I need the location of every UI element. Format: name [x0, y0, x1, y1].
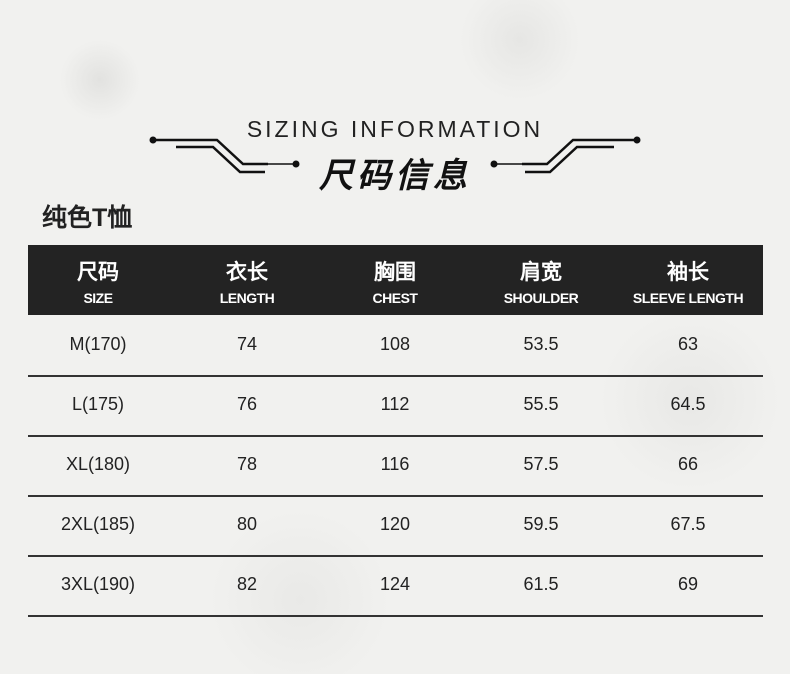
dot-icon: [490, 160, 498, 168]
column-header-sleeve-length: 袖长 SLEEVE LENGTH: [632, 261, 744, 306]
dot-icon: [149, 136, 157, 144]
column-header-chest: 胸围 CHEST: [372, 261, 418, 306]
dot-icon: [292, 160, 300, 168]
right-line-upper: [522, 138, 637, 166]
column-header-length: 衣长 LENGTH: [219, 261, 275, 306]
left-line-upper: [153, 138, 268, 166]
dot-icon: [633, 136, 641, 144]
left-line-lower: [176, 145, 265, 174]
cell-chest: 112: [380, 394, 410, 414]
cell-sleeve-length: 66: [677, 454, 699, 474]
right-line-lower: [525, 145, 614, 174]
cell-sleeve-length: 64.5: [670, 394, 706, 414]
product-name: 纯色T恤: [42, 204, 133, 232]
table-header: 尺码 SIZE 衣长 LENGTH 胸围 CHEST 肩宽 SHOULDER 袖长 SLE…: [28, 245, 763, 315]
cell-size: 2XL(185): [60, 514, 136, 534]
cell-length: 78: [236, 454, 258, 474]
column-header-size: 尺码 SIZE: [77, 261, 119, 306]
cell-shoulder: 55.5: [523, 394, 559, 414]
cell-sleeve-length: 69: [677, 574, 699, 594]
cell-chest: 116: [380, 454, 410, 474]
table-row: 3XL(190) 82 124 61.5 69: [28, 555, 763, 617]
cell-sleeve-length: 67.5: [670, 514, 706, 534]
cell-chest: 124: [379, 574, 411, 594]
cell-length: 76: [236, 394, 258, 414]
cell-size: L(175): [71, 394, 125, 414]
cell-length: 82: [236, 574, 258, 594]
cell-size: XL(180): [65, 454, 131, 474]
cell-chest: 108: [379, 334, 411, 354]
cell-size: 3XL(190): [60, 574, 136, 594]
cell-size: M(170): [69, 334, 127, 354]
heading-decoration: [149, 136, 641, 174]
cell-chest: 120: [379, 514, 411, 534]
cell-shoulder: 53.5: [523, 334, 559, 354]
table-row: XL(180) 78 116 57.5 66: [28, 435, 763, 497]
cell-length: 74: [236, 334, 258, 354]
table-row: M(170) 74 108 53.5 63: [28, 315, 763, 377]
cell-shoulder: 57.5: [523, 454, 559, 474]
table-row: 2XL(185) 80 120 59.5 67.5: [28, 495, 763, 557]
cell-shoulder: 61.5: [523, 574, 559, 594]
cell-sleeve-length: 63: [677, 334, 699, 354]
heading-english: SIZING INFORMATION: [246, 116, 544, 142]
table-row: L(175) 76 112 55.5 64.5: [28, 375, 763, 437]
cell-shoulder: 59.5: [523, 514, 559, 534]
heading-chinese: 尺码信息: [319, 157, 471, 195]
cell-length: 80: [236, 514, 258, 534]
column-header-shoulder: 肩宽 SHOULDER: [503, 261, 579, 306]
